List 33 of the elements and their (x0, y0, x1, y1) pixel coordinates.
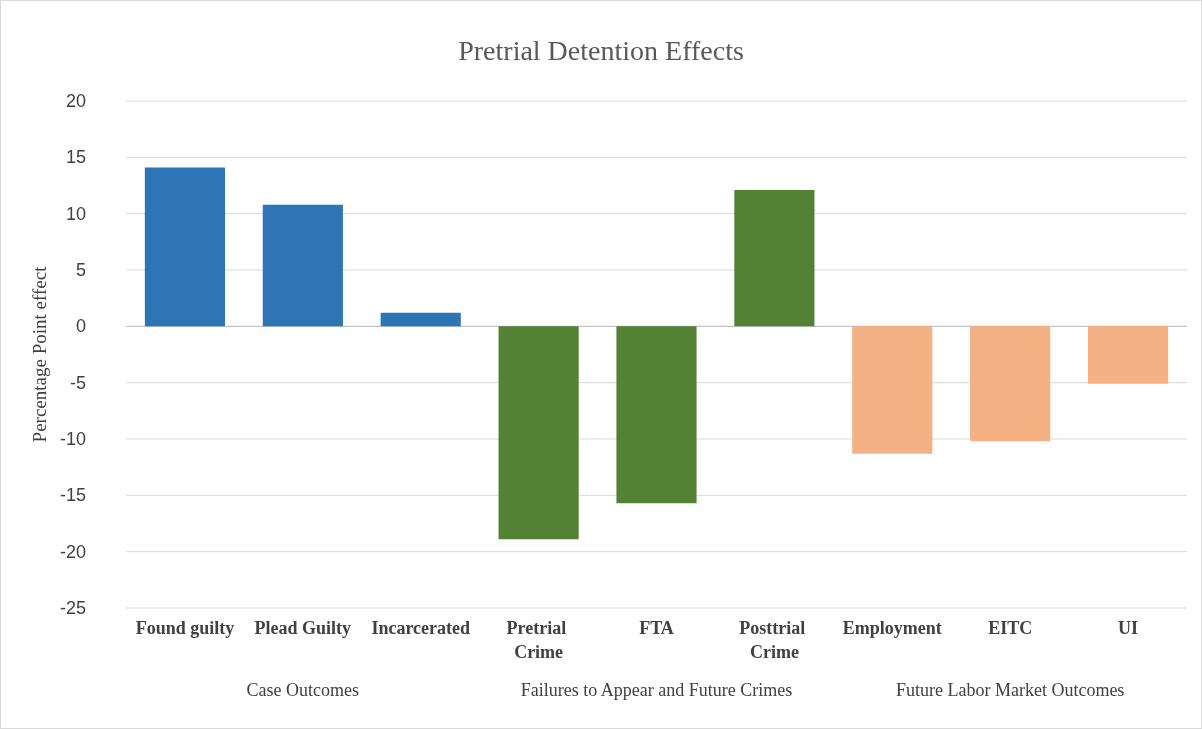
x-tick-label: Incarcerated (371, 618, 471, 638)
y-tick-label: -10 (59, 429, 86, 449)
x-tick-label: Posttrial Crime (739, 618, 810, 662)
text: Failures to Appear and Future Crimes (520, 680, 793, 700)
text: Future Labor Market Outcomes (895, 680, 1125, 700)
y-tick-label: -25 (59, 598, 86, 618)
y-tick-label: 5 (75, 260, 86, 280)
bar (498, 326, 579, 540)
bar (852, 326, 933, 454)
y-tick-label: 10 (65, 203, 86, 224)
bar (734, 190, 815, 327)
bar (262, 204, 343, 327)
text: Case Outcomes (246, 680, 360, 700)
bar (144, 167, 226, 327)
bar (616, 326, 697, 504)
bar (970, 326, 1051, 442)
y-tick-label: -15 (59, 485, 86, 506)
bar (380, 312, 461, 327)
y-axis-title: Percentage Point effect (29, 265, 51, 443)
bar (1087, 326, 1169, 384)
x-tick-label: Pretrial Crime (506, 618, 571, 662)
x-tick-label: EITC (988, 618, 1033, 638)
y-tick-label: 20 (65, 91, 86, 111)
chart-title: Pretrial Detention Effects (458, 34, 744, 66)
y-tick-label: 15 (65, 147, 86, 168)
x-tick-label: UI (1118, 618, 1139, 638)
y-tick-label: 0 (75, 316, 86, 337)
x-tick-label: Employment (842, 618, 942, 638)
x-tick-label: FTA (639, 618, 674, 638)
y-tick-label: -20 (59, 541, 86, 562)
y-tick-label: -5 (69, 372, 86, 393)
x-tick-label: Plead Guilty (254, 618, 352, 638)
x-tick-label: Found guilty (135, 618, 235, 638)
